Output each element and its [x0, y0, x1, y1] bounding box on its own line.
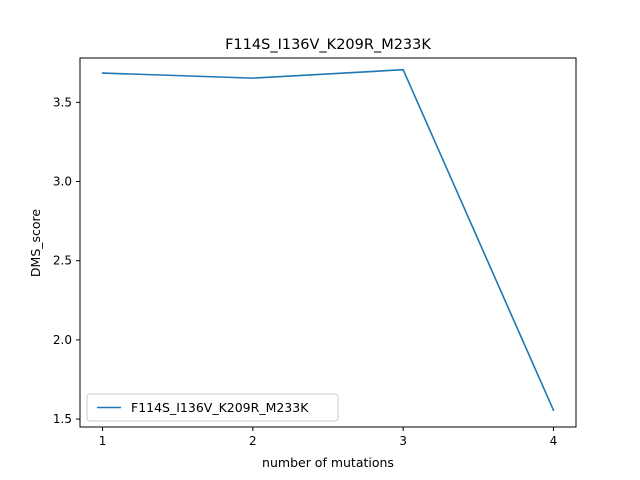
y-tick-label: 2.0 [53, 333, 72, 347]
series-line [102, 68, 555, 411]
x-tick-label: 3 [399, 434, 407, 448]
y-tick-label: 3.0 [53, 175, 72, 189]
x-tick-label: 4 [550, 434, 558, 448]
axes-frame [79, 57, 577, 428]
data-point [252, 77, 254, 79]
y-axis-label: DMS_score [28, 209, 43, 277]
chart-title: F114S_I136V_K209R_M233K [225, 37, 431, 53]
x-axis-label: number of mutations [262, 455, 394, 470]
x-tick-label: 2 [249, 434, 257, 448]
data-point [101, 72, 104, 74]
data-point [402, 68, 404, 71]
y-tick-label: 1.5 [53, 412, 72, 426]
y-tick-label: 3.5 [53, 95, 72, 109]
x-tick-label: 1 [99, 434, 107, 448]
y-axis: 1.5 2.0 2.5 3.0 3.5 [53, 95, 80, 426]
legend-box [86, 393, 339, 422]
x-axis: 1 2 3 4 [99, 427, 558, 448]
y-tick-label: 2.5 [53, 254, 72, 268]
plot-area [101, 68, 555, 412]
legend: F114S_I136V_K209R_M233K [86, 393, 339, 422]
data-point [552, 409, 555, 412]
legend-label: F114S_I136V_K209R_M233K [131, 400, 309, 415]
